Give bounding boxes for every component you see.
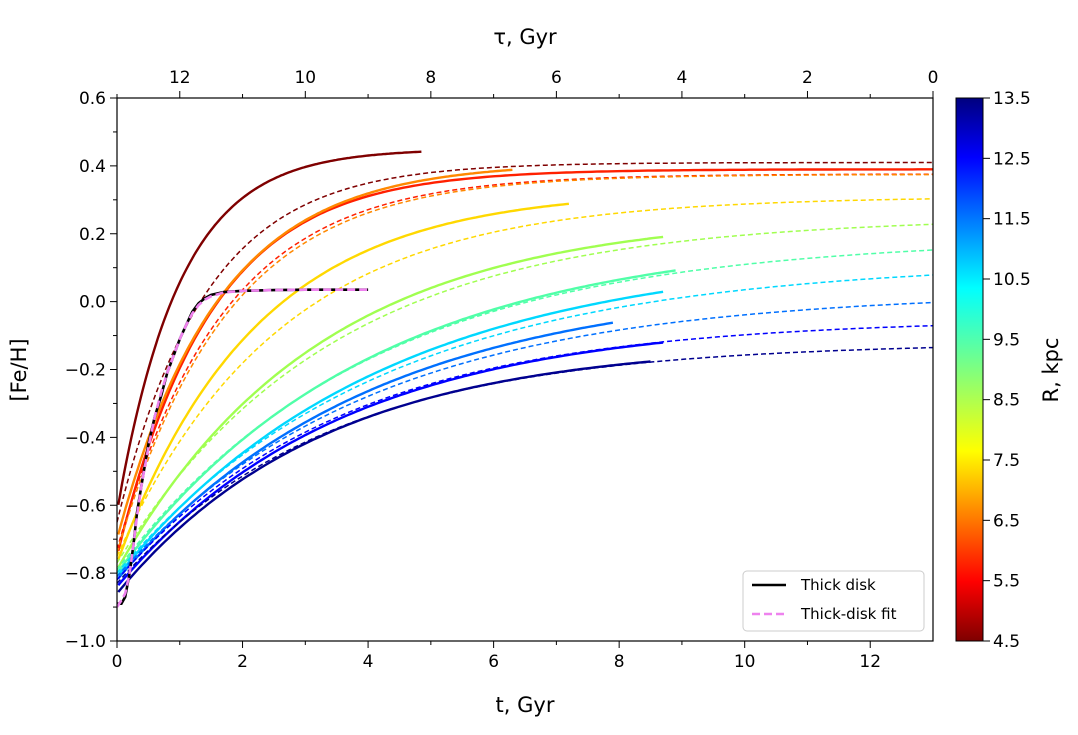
colorbar-tick-label: 4.5 (993, 632, 1020, 652)
colorbar-tick-label: 8.5 (993, 391, 1020, 411)
y-tick-label: −0.8 (65, 564, 106, 584)
series-R7.5 (117, 202, 570, 561)
plot-frame (116, 97, 934, 642)
y-tick-label: −0.2 (65, 361, 106, 381)
x-tick-label: 8 (614, 652, 625, 672)
top-tick-label: 2 (802, 68, 813, 88)
x-tick-label: 12 (859, 652, 881, 672)
x-axis-title: t, Gyr (496, 693, 555, 717)
y-tick-label: −1.0 (65, 632, 106, 652)
legend-thick-disk-label: Thick disk (800, 576, 876, 594)
series-layer (117, 150, 933, 608)
tick-layer: 0 2 4 6 8 10 12 −1.0 −0.8 −0.6 −0.4 −0.2 0.0 0.2 0.4 0.… (65, 68, 939, 672)
y-tick-label: 0.4 (79, 157, 106, 177)
x-tick-label: 4 (363, 652, 374, 672)
series-R11.5 (117, 321, 614, 580)
top-tick-label: 6 (551, 68, 562, 88)
colorbar-tick-label: 11.5 (993, 210, 1031, 230)
colorbar-tick-label: 9.5 (993, 330, 1020, 350)
x-tick-label: 6 (488, 652, 499, 672)
y-tick-label: 0.0 (79, 293, 106, 313)
series-R9.5 (117, 269, 676, 573)
y-axis-title: [Fe/H] (7, 338, 31, 401)
y-tick-label: 0.2 (79, 225, 106, 245)
series-R6.5 (117, 168, 513, 535)
series-R13.5 (117, 360, 651, 593)
series-fit-R10.5 (117, 274, 933, 574)
y-tick-label: −0.6 (65, 496, 106, 516)
x-tick-label: 10 (734, 652, 756, 672)
y-tick-label: −0.4 (65, 428, 106, 448)
colorbar-tick-label: 6.5 (993, 511, 1020, 531)
series-R8.5 (117, 235, 664, 569)
x-tick-label: 0 (112, 652, 123, 672)
top-tick-label: 10 (294, 68, 316, 88)
legend-thick-disk-fit-label: Thick-disk fit (800, 605, 897, 623)
colorbar-tick-label: 12.5 (993, 149, 1031, 169)
thick-disk-fit-line (117, 288, 369, 608)
series-fit-R6.5 (117, 173, 933, 554)
legend: Thick disk Thick-disk fit (742, 570, 925, 632)
series-R10.5 (117, 290, 664, 576)
colorbar-title: R, kpc (1039, 338, 1063, 403)
series-R4.5 (117, 150, 422, 506)
colorbar-tick-label: 13.5 (993, 89, 1031, 109)
series-R5.5 (117, 168, 933, 552)
legend-box (742, 570, 925, 632)
top-axis-title: τ, Gyr (493, 25, 557, 49)
colorbar-gradient (955, 97, 984, 642)
colorbar-tick-label: 5.5 (993, 572, 1020, 592)
series-R12.5 (117, 341, 664, 586)
colorbar-tick-label: 10.5 (993, 270, 1031, 290)
colorbar-tick-label: 7.5 (993, 451, 1020, 471)
x-tick-label: 2 (237, 652, 248, 672)
top-tick-label: 0 (928, 68, 939, 88)
series-fit-R7.5 (117, 198, 933, 557)
colorbar-ticks: 4.5 5.5 6.5 7.5 8.5 9.5 10.5 11.5 12.5 13.5 (983, 89, 1031, 652)
colorbar: 4.5 5.5 6.5 7.5 8.5 9.5 10.5 11.5 12.5 13.5 (955, 89, 1031, 652)
top-tick-label: 12 (169, 68, 191, 88)
y-tick-label: 0.6 (79, 89, 106, 109)
series-fit-R8.5 (117, 223, 933, 564)
series-fit-R11.5 (117, 301, 933, 578)
top-tick-label: 4 (677, 68, 688, 88)
top-tick-label: 8 (425, 68, 436, 88)
